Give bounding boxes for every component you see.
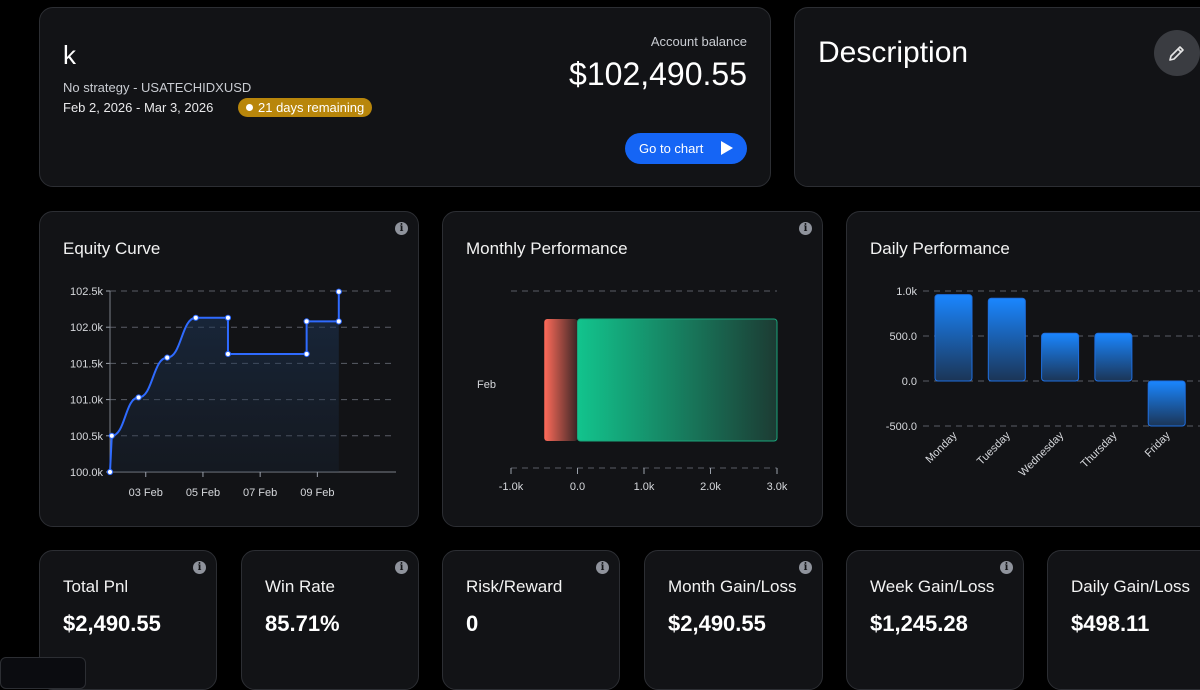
daily-x-tick-label: Friday xyxy=(1143,429,1173,459)
stat-value: $498.11 xyxy=(1071,611,1150,636)
equity-y-tick-label: 100.5k xyxy=(70,431,104,443)
equity-x-tick-label: 07 Feb xyxy=(243,487,277,499)
monthly-bar-loss xyxy=(544,319,578,441)
daily-x-tick-label: Thursday xyxy=(1079,429,1120,470)
stat-title: Month Gain/Loss xyxy=(668,577,797,596)
daily-x-tick-label: Wednesday xyxy=(1017,429,1067,479)
equity-y-tick-label: 101.0k xyxy=(70,395,104,407)
equity-point xyxy=(106,468,114,476)
stat-card-daily-gain-loss: Daily Gain/Loss $498.11 xyxy=(1047,550,1200,690)
stat-card-win-rate: Win Rate 85.71% i xyxy=(241,550,419,690)
monthly-category-label: Feb xyxy=(477,379,496,391)
stat-title: Win Rate xyxy=(265,577,335,596)
edit-description-button[interactable] xyxy=(1154,30,1200,76)
equity-point xyxy=(164,354,171,361)
play-icon xyxy=(721,141,733,155)
monthly-x-tick-label: 1.0k xyxy=(634,481,655,493)
daily-bar xyxy=(1041,332,1080,382)
monthly-bar-profit xyxy=(577,318,778,442)
info-icon[interactable]: i xyxy=(193,561,206,574)
days-remaining-text: 21 days remaining xyxy=(258,100,365,115)
daily-bar xyxy=(987,297,1026,382)
equity-curve-card: Equity Curve i 100.0k 100.5k 101.0k 101.5k 1… xyxy=(39,211,419,527)
go-to-chart-button[interactable]: Go to chart xyxy=(625,133,747,164)
equity-point xyxy=(192,314,199,321)
monthly-performance-title: Monthly Performance xyxy=(466,239,628,258)
equity-point xyxy=(108,432,115,439)
equity-y-tick-label: 102.5k xyxy=(70,286,104,298)
equity-point xyxy=(303,318,310,325)
description-title: Description xyxy=(818,36,969,69)
info-icon[interactable]: i xyxy=(395,222,408,235)
account-card: k No strategy - USATECHIDXUSD Feb 2, 202… xyxy=(39,7,771,187)
monthly-performance-card: Monthly Performance i -1.0k 0.0 1.0k 2.0k 3.… xyxy=(442,211,823,527)
go-to-chart-label: Go to chart xyxy=(639,141,704,156)
monthly-x-tick-label: -1.0k xyxy=(499,481,524,493)
daily-bar xyxy=(934,294,973,382)
equity-point xyxy=(224,314,232,321)
stat-title: Week Gain/Loss xyxy=(870,577,995,596)
account-strategy: No strategy - USATECHIDXUSD xyxy=(63,80,252,95)
monthly-x-tick-label: 2.0k xyxy=(700,481,721,493)
stat-title: Risk/Reward xyxy=(466,577,563,596)
daily-bar xyxy=(1094,332,1133,382)
equity-point xyxy=(335,288,342,295)
account-date-range: Feb 2, 2026 - Mar 3, 2026 xyxy=(63,100,214,115)
balance-label: Account balance xyxy=(650,34,747,49)
daily-x-tick-label: Tuesday xyxy=(975,429,1013,467)
days-remaining-badge: 21 days remaining xyxy=(238,98,373,117)
description-card: Description xyxy=(794,7,1200,187)
bottom-left-panel xyxy=(0,657,86,689)
info-icon[interactable]: i xyxy=(596,561,609,574)
equity-x-tick-label: 03 Feb xyxy=(129,487,163,499)
balance-value: $102,490.55 xyxy=(569,56,747,92)
daily-bar xyxy=(1147,380,1186,427)
stat-value: 85.71% xyxy=(265,611,340,636)
stat-card-month-gain-loss: Month Gain/Loss $2,490.55 i xyxy=(644,550,823,690)
stat-value: $2,490.55 xyxy=(63,611,161,636)
equity-point xyxy=(224,350,232,358)
info-icon[interactable]: i xyxy=(799,222,812,235)
equity-y-tick-label: 102.0k xyxy=(70,322,104,334)
equity-x-tick-label: 09 Feb xyxy=(300,487,334,499)
equity-point xyxy=(335,318,342,325)
monthly-performance-chart: -1.0k 0.0 1.0k 2.0k 3.0k Feb xyxy=(477,290,788,493)
daily-y-tick-label: 500.0 xyxy=(889,331,917,343)
stat-title: Total Pnl xyxy=(63,577,129,596)
equity-curve-title: Equity Curve xyxy=(63,239,161,258)
daily-y-tick-label: 1.0k xyxy=(896,286,917,298)
equity-area xyxy=(110,291,339,472)
status-dot-icon xyxy=(246,104,253,111)
info-icon[interactable]: i xyxy=(1000,561,1013,574)
daily-y-tick-label: 0.0 xyxy=(902,376,917,388)
stat-value: 0 xyxy=(466,611,479,636)
stat-card-risk-reward: Risk/Reward 0 i xyxy=(442,550,620,690)
stat-card-week-gain-loss: Week Gain/Loss $1,245.28 i xyxy=(846,550,1024,690)
daily-y-tick-label: -500.0 xyxy=(886,421,917,433)
pencil-icon xyxy=(1169,46,1184,61)
equity-y-tick-label: 100.0k xyxy=(70,467,104,479)
account-name: k xyxy=(63,40,76,70)
stat-title: Daily Gain/Loss xyxy=(1071,577,1191,596)
equity-point xyxy=(303,350,310,358)
stat-value: $2,490.55 xyxy=(668,611,766,636)
stat-value: $1,245.28 xyxy=(870,611,968,636)
equity-curve-chart: 100.0k 100.5k 101.0k 101.5k 102.0k 102.5k 03 F… xyxy=(70,286,396,499)
monthly-x-tick-label: 0.0 xyxy=(570,481,585,493)
monthly-x-tick-label: 3.0k xyxy=(767,481,788,493)
equity-point xyxy=(135,394,142,401)
info-icon[interactable]: i xyxy=(799,561,812,574)
daily-performance-chart: -500.0 0.0 500.0 1.0k Monday Tuesday Wednesday… xyxy=(886,286,1200,479)
equity-x-tick-label: 05 Feb xyxy=(186,487,220,499)
daily-performance-card: Daily Performance -500.0 0.0 500.0 1.0k Mond… xyxy=(846,211,1200,527)
daily-performance-title: Daily Performance xyxy=(870,239,1010,258)
daily-x-tick-label: Monday xyxy=(923,429,960,466)
info-icon[interactable]: i xyxy=(395,561,408,574)
equity-y-tick-label: 101.5k xyxy=(70,358,104,370)
